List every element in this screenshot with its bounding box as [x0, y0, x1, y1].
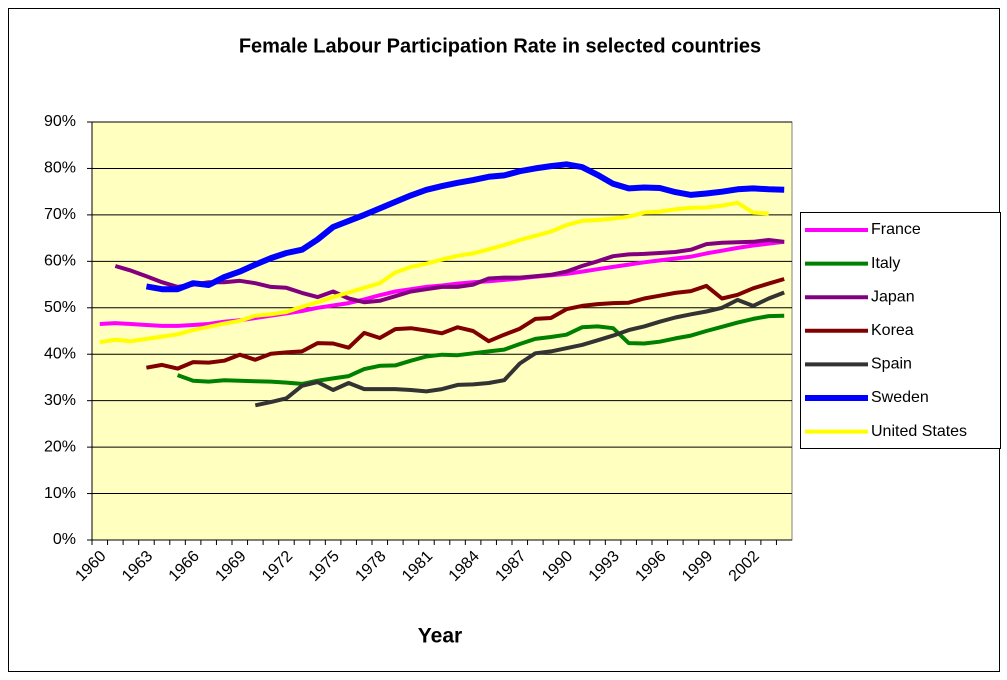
y-tick-label: 70% [44, 206, 76, 223]
y-tick-label: 0% [53, 531, 76, 548]
series-line [114, 238, 785, 305]
y-tick-label: 50% [44, 299, 76, 316]
x-axis-label: Year [418, 625, 462, 648]
y-tick-label: 20% [44, 438, 76, 455]
y-tick-label: 30% [44, 392, 76, 409]
series-line [145, 161, 785, 293]
y-tick-label: 40% [44, 345, 76, 362]
legend-label: Korea [871, 322, 914, 339]
series-line [254, 290, 785, 408]
y-tick-label: 60% [44, 253, 76, 270]
legend-label: United States [871, 423, 967, 440]
chart-title: Female Labour Participation Rate in sele… [239, 35, 761, 57]
y-tick-label: 80% [44, 160, 76, 177]
y-tick-label: 90% [44, 113, 76, 130]
y-tick-label: 10% [44, 485, 76, 502]
legend-label: France [871, 221, 921, 238]
series-line [146, 277, 785, 371]
legend-label: Japan [871, 288, 915, 305]
legend-label: Spain [871, 356, 912, 373]
series-line [176, 313, 785, 386]
legend-label: Italy [871, 255, 900, 272]
legend-label: Sweden [871, 389, 929, 406]
series-line [99, 200, 769, 345]
